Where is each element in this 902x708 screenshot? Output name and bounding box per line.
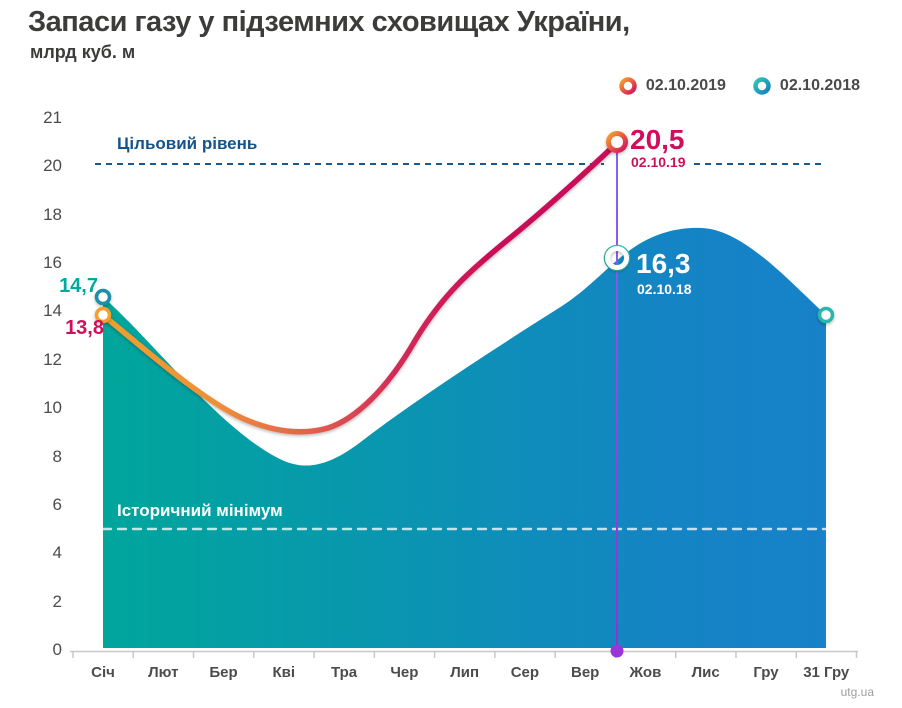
historical-minimum-label: Історичний мінімум bbox=[117, 501, 283, 520]
legend-ring-2019-icon bbox=[619, 77, 637, 95]
y-axis-label: 12 bbox=[43, 349, 62, 369]
legend-item-2018: 02.10.2018 bbox=[752, 76, 860, 96]
y-axis-label: 21 bbox=[43, 108, 62, 127]
chart-title: Запаси газу у підземних сховищах України… bbox=[28, 6, 630, 38]
y-axis-label: 18 bbox=[43, 204, 62, 224]
legend-label-2018: 02.10.2018 bbox=[779, 77, 860, 94]
area-series-2018 bbox=[103, 227, 826, 649]
line-series-2019 bbox=[100, 140, 620, 435]
y-axis-label: 16 bbox=[43, 253, 62, 273]
y-axis-label: 4 bbox=[52, 543, 62, 563]
x-axis-label: Жов bbox=[629, 664, 662, 681]
marker-start-2019 bbox=[94, 306, 112, 324]
x-axis-label: Сер bbox=[510, 664, 540, 681]
y-axis-label: 0 bbox=[52, 639, 62, 659]
y-axis-label: 8 bbox=[52, 446, 62, 466]
x-axis-label: 31 Гру bbox=[803, 664, 850, 681]
x-axis-label: Чер bbox=[390, 664, 419, 681]
source-credit: utg.ua bbox=[840, 685, 874, 699]
date-label-2018-oct: 02.10.18 bbox=[637, 281, 692, 297]
legend-ring-2018-icon bbox=[753, 77, 771, 95]
x-axis-label: Січ bbox=[91, 664, 115, 681]
legend-item-2019: 02.10.2019 bbox=[618, 76, 726, 96]
event-axis-dot bbox=[610, 644, 624, 658]
x-axis-label: Лис bbox=[691, 664, 720, 681]
y-axis-label: 14 bbox=[43, 301, 62, 321]
target-level-label: Цільовий рівень bbox=[117, 134, 258, 153]
marker-2018-end bbox=[817, 306, 835, 324]
chart-subtitle: млрд куб. м bbox=[30, 42, 136, 62]
value-label-2018-oct: 16,3 bbox=[636, 248, 691, 279]
x-axis-label: Бер bbox=[209, 664, 238, 681]
y-axis-label: 6 bbox=[52, 494, 62, 514]
legend-label-2019: 02.10.2019 bbox=[645, 77, 726, 94]
marker-start-2018 bbox=[94, 288, 112, 306]
x-axis-label: Лют bbox=[148, 664, 179, 681]
x-axis-label: Тра bbox=[331, 664, 358, 681]
x-axis-label: Лип bbox=[450, 664, 480, 681]
marker-2018-oct bbox=[603, 244, 631, 272]
y-axis-label: 2 bbox=[52, 591, 62, 611]
marker-2019-oct bbox=[606, 131, 628, 153]
legend: 02.10.2019 02.10.2018 bbox=[618, 76, 860, 96]
value-label-2018-start: 14,7 bbox=[59, 275, 98, 297]
y-axis-label: 20 bbox=[43, 156, 62, 176]
x-axis-label: Гру bbox=[753, 664, 779, 681]
date-label-2019-oct: 02.10.19 bbox=[631, 154, 686, 170]
marker-2018-oct-ring bbox=[605, 246, 629, 270]
value-label-2019-start: 13,8 bbox=[65, 317, 104, 339]
x-axis-label: Вер bbox=[570, 664, 600, 681]
y-axis-label: 10 bbox=[43, 398, 62, 418]
value-label-2019-oct: 20,5 bbox=[630, 124, 685, 155]
x-axis-ticks bbox=[72, 651, 858, 658]
x-axis-label: Кві bbox=[272, 664, 296, 681]
